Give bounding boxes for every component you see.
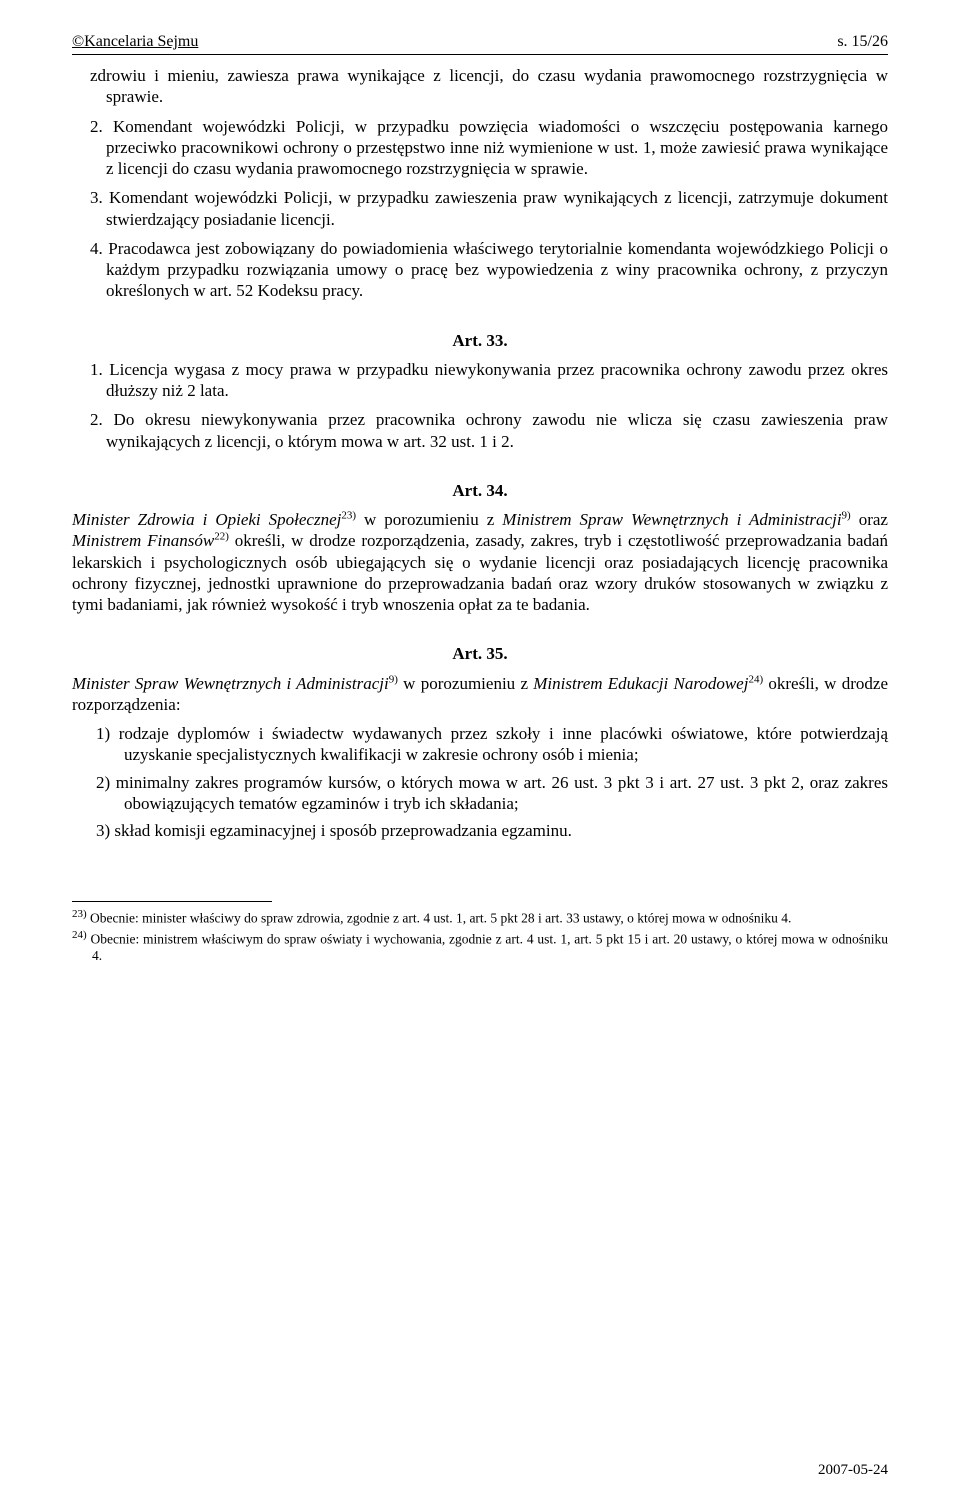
art34-body: Minister Zdrowia i Opieki Społecznej23) …: [72, 509, 888, 615]
article-35-heading: Art. 35.: [72, 643, 888, 664]
art35-italic-minister2: Ministrem Edukacji Narodowej: [533, 674, 748, 693]
paragraph-3: 3. Komendant wojewódzki Policji, w przyp…: [72, 187, 888, 230]
footnote-ref-23: 23): [341, 509, 356, 521]
header-page-number: s. 15/26: [837, 32, 888, 52]
art34-text-mid2: oraz: [851, 510, 888, 529]
art35-item-2: 2) minimalny zakres programów kursów, o …: [72, 772, 888, 815]
art33-p1: 1. Licencja wygasa z mocy prawa w przypa…: [72, 359, 888, 402]
intro-fragment: zdrowiu i mieniu, zawiesza prawa wynikaj…: [72, 65, 888, 108]
footnote-24: 24) Obecnie: ministrem właściwym do spra…: [72, 929, 888, 964]
article-34-heading: Art. 34.: [72, 480, 888, 501]
art35-text-mid: w porozumieniu z: [398, 674, 533, 693]
page-header: ©Kancelaria Sejmu s. 15/26: [72, 32, 888, 55]
footnote-24-num: 24): [72, 929, 87, 941]
footnote-ref-24: 24): [748, 673, 763, 685]
art35-italic-minister1: Minister Spraw Wewnętrznych i Administra…: [72, 674, 389, 693]
footnote-ref-22: 22): [214, 531, 229, 543]
footnote-23-text: Obecnie: minister właściwy do spraw zdro…: [87, 911, 792, 926]
art35-intro: Minister Spraw Wewnętrznych i Administra…: [72, 673, 888, 716]
art34-italic-minister1: Minister Zdrowia i Opieki Społecznej: [72, 510, 341, 529]
art35-item-1: 1) rodzaje dyplomów i świadectw wydawany…: [72, 723, 888, 766]
article-33-heading: Art. 33.: [72, 330, 888, 351]
art35-item-3: 3) skład komisji egzaminacyjnej i sposób…: [72, 820, 888, 841]
footnote-separator: [72, 901, 272, 902]
paragraph-2: 2. Komendant wojewódzki Policji, w przyp…: [72, 116, 888, 180]
header-left: ©Kancelaria Sejmu: [72, 32, 198, 52]
footnote-24-text: Obecnie: ministrem właściwym do spraw oś…: [87, 931, 888, 962]
art33-p2: 2. Do okresu niewykonywania przez pracow…: [72, 409, 888, 452]
art34-italic-minister2: Ministrem Spraw Wewnętrznych i Administr…: [502, 510, 841, 529]
paragraph-4: 4. Pracodawca jest zobowiązany do powiad…: [72, 238, 888, 302]
footnote-ref-9b: 9): [389, 673, 398, 685]
art34-text-mid1: w porozumieniu z: [356, 510, 502, 529]
footer-date: 2007-05-24: [818, 1461, 888, 1480]
footnote-ref-9: 9): [842, 509, 851, 521]
footnote-23-num: 23): [72, 908, 87, 920]
footnote-23: 23) Obecnie: minister właściwy do spraw …: [72, 908, 888, 927]
art34-italic-minister3: Ministrem Finansów: [72, 531, 214, 550]
